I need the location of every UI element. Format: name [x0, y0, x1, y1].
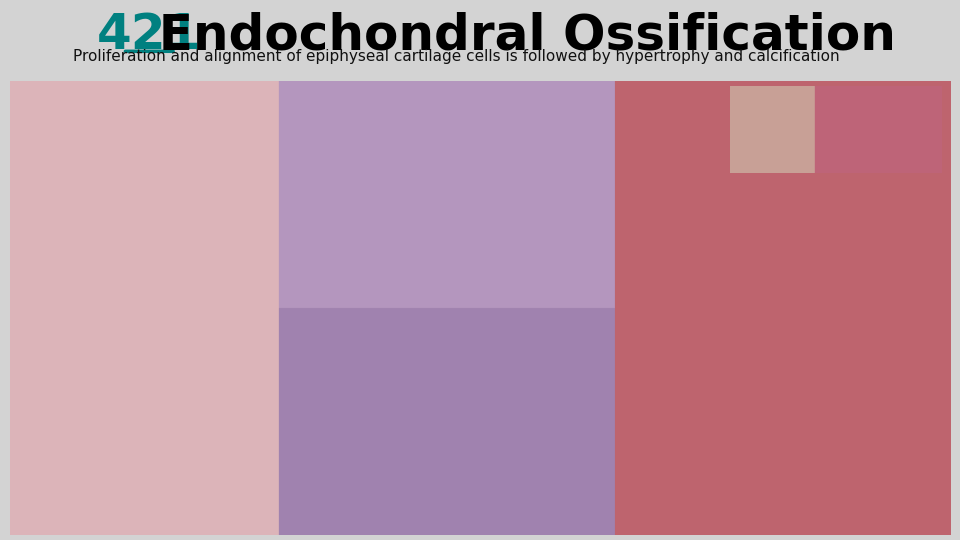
Text: Primary
spongiosa
have cartilage
cores: Primary spongiosa have cartilage cores: [332, 381, 450, 461]
Text: Proliferation and alignment of epiphyseal cartilage cells is followed by hypertr: Proliferation and alignment of epiphysea…: [73, 49, 840, 64]
Text: Endochondral Ossification: Endochondral Ossification: [124, 11, 896, 59]
Text: 421: 421: [97, 11, 202, 59]
Text: Secondary
spongiosa have
osteoid cores: Secondary spongiosa have osteoid cores: [278, 284, 408, 343]
Text: Slide 121: Slide 121: [29, 511, 101, 526]
